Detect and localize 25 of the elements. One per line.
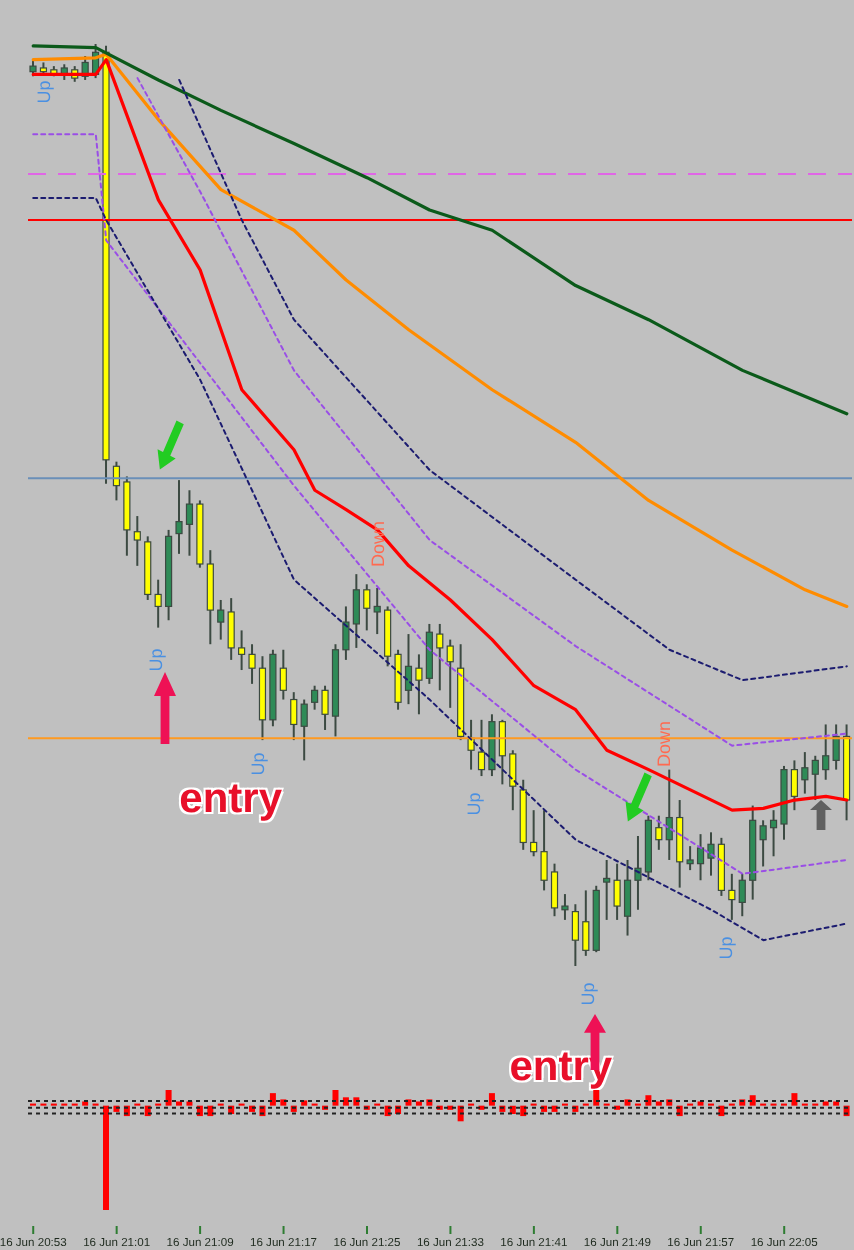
candlestick xyxy=(290,691,298,742)
annotation: Up xyxy=(715,936,736,960)
annotation: Up xyxy=(464,792,485,816)
annotation: Up xyxy=(146,648,167,672)
candlestick xyxy=(133,515,141,567)
bar xyxy=(645,1095,652,1106)
candlestick xyxy=(467,718,475,771)
bar xyxy=(593,1090,600,1106)
annotation: Down xyxy=(367,520,388,568)
text: Up xyxy=(577,982,598,1006)
bar xyxy=(791,1093,798,1106)
candlestick xyxy=(300,698,308,762)
bar xyxy=(488,1093,495,1106)
bar xyxy=(332,1090,339,1106)
bar xyxy=(103,1105,110,1210)
annotation: Up xyxy=(33,80,54,104)
bar xyxy=(165,1090,172,1106)
candlestick xyxy=(446,638,454,709)
bar xyxy=(280,1099,287,1106)
annotation: Up xyxy=(247,752,268,776)
bar xyxy=(342,1097,349,1106)
annotation: entry xyxy=(179,776,283,824)
bar xyxy=(749,1095,756,1106)
annotation: Down xyxy=(654,720,675,768)
bar xyxy=(269,1093,276,1106)
